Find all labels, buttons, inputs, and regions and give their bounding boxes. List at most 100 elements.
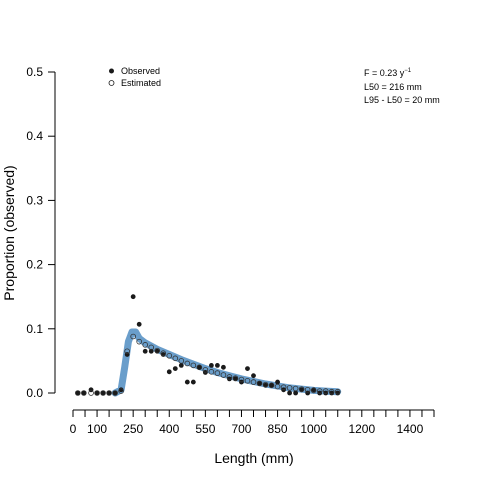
estimated-point — [196, 364, 203, 371]
estimated-point — [292, 385, 299, 392]
estimated-point — [262, 381, 269, 388]
legend-observed-label: Observed — [121, 66, 160, 76]
fishing-mortality-annotation: F = 0.23 y−1 — [364, 68, 412, 78]
estimated-point — [244, 378, 251, 384]
estimated-point — [142, 342, 149, 348]
observed-point — [227, 376, 232, 382]
estimated-point — [238, 376, 245, 383]
y-tick-label: 0.4 — [26, 129, 43, 143]
estimated-point — [75, 390, 81, 396]
observed-point — [81, 390, 87, 396]
observed-point — [221, 364, 226, 370]
y-axis-title: Proportion (observed) — [1, 165, 17, 300]
observed-point — [106, 390, 112, 396]
estimated-point — [94, 390, 100, 396]
estimated-point — [130, 333, 136, 340]
estimated-point — [148, 344, 155, 351]
y-tick-label: 0.0 — [26, 386, 43, 400]
legend-observed-marker — [109, 68, 114, 74]
estimated-point — [100, 390, 106, 396]
fit-annotations: F = 0.23 y−1 L50 = 216 mm L95 - L50 = 20… — [364, 68, 440, 105]
observed-point — [257, 380, 262, 386]
estimated-point — [334, 388, 341, 395]
observed-point — [94, 390, 100, 396]
estimated-point — [280, 384, 287, 391]
estimated-point — [298, 386, 305, 392]
fitted-selectivity-band — [111, 328, 342, 397]
estimated-point — [172, 355, 179, 362]
estimated-point — [304, 386, 311, 393]
estimated-point — [112, 390, 118, 396]
estimated-point — [190, 362, 197, 369]
estimated-point — [184, 360, 191, 367]
estimated-point — [226, 374, 233, 380]
x-tick-label: 400 — [159, 422, 179, 436]
legend: Observed Estimated — [108, 66, 161, 88]
legend-estimated-marker — [108, 80, 115, 86]
x-tick-label: 1000 — [300, 422, 327, 436]
estimated-point — [202, 367, 209, 373]
y-tick-label: 0.1 — [26, 322, 43, 336]
observed-point — [317, 390, 323, 396]
estimated-point — [268, 382, 275, 389]
estimated-point — [310, 387, 317, 394]
observed-point — [190, 379, 196, 385]
observed-point — [196, 364, 202, 370]
observed-point — [166, 369, 172, 375]
observed-point — [184, 379, 190, 385]
estimated-point — [256, 380, 263, 387]
fitted-band-layer — [111, 328, 342, 397]
estimated-point — [81, 390, 87, 396]
observed-point — [275, 379, 280, 385]
estimated-point — [316, 388, 323, 394]
estimated-point — [220, 372, 227, 378]
observed-point — [148, 348, 154, 354]
estimated-point — [178, 358, 185, 364]
observed-point — [142, 348, 148, 354]
x-tick-label: 1400 — [397, 422, 424, 436]
y-tick-label: 0.3 — [26, 193, 43, 207]
x-axis-title: Length (mm) — [214, 450, 293, 466]
estimated-point — [232, 375, 239, 382]
estimated-point — [208, 369, 215, 375]
estimated-point — [106, 390, 112, 396]
x-tick-label: 0 — [70, 422, 77, 436]
x-tick-label: 700 — [231, 422, 251, 436]
estimated-point — [250, 379, 257, 385]
estimated-point — [154, 347, 161, 354]
observed-point — [287, 390, 292, 396]
x-tick-label: 850 — [268, 422, 288, 436]
observed-point — [215, 362, 220, 368]
legend-estimated-label: Estimated — [121, 78, 161, 88]
estimated-point — [160, 350, 167, 356]
y-axis: 0.0 0.1 0.2 0.3 0.4 0.5 — [26, 65, 56, 400]
estimated-point — [214, 370, 221, 376]
data-points-layer — [75, 294, 341, 396]
observed-point — [112, 390, 118, 396]
observed-point — [100, 390, 106, 396]
estimated-point — [286, 385, 293, 391]
estimated-point — [88, 390, 94, 396]
l50-annotation: L50 = 216 mm — [364, 82, 422, 92]
estimated-point — [124, 348, 130, 355]
x-tick-label: 550 — [195, 422, 215, 436]
x-tick-label: 250 — [123, 422, 143, 436]
y-tick-label: 0.2 — [26, 258, 43, 272]
x-tick-label: 1200 — [348, 422, 375, 436]
estimated-point — [136, 338, 142, 345]
observed-point — [208, 362, 214, 368]
estimated-point — [166, 352, 173, 359]
estimated-point — [328, 388, 335, 395]
observed-point — [136, 321, 142, 327]
fishing-mortality-superscript: −1 — [404, 68, 412, 74]
observed-point — [130, 294, 136, 300]
observed-point — [178, 362, 184, 368]
observed-point — [251, 373, 256, 379]
fishing-mortality-text: F = 0.23 y — [364, 68, 405, 78]
y-tick-label: 0.5 — [26, 65, 43, 79]
x-tick-label: 100 — [87, 422, 107, 436]
observed-point — [269, 382, 274, 388]
observed-point — [172, 366, 178, 372]
